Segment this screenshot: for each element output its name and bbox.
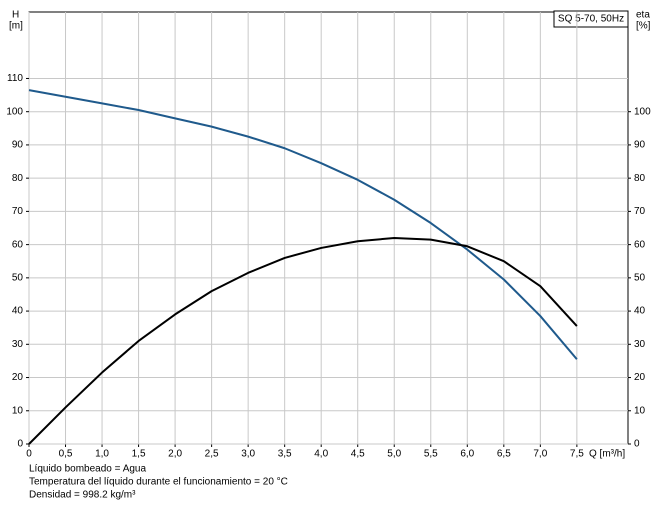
x-tick-label: 1,5 [132,449,146,460]
note: Densidad = 998.2 kg/m³ [29,490,136,501]
y-tick-label: 110 [7,73,23,84]
y2-axis-unit: [%] [636,21,651,32]
y-tick-label: 40 [12,306,24,317]
y2-tick-label: 60 [634,239,646,250]
y2-tick-label: 50 [634,272,646,283]
label-box [553,10,629,28]
x-tick-label: 0,5 [59,449,73,460]
x-tick-label: 5,5 [424,449,438,460]
x-axis-label: Q [m³/h] [589,449,625,460]
x-tick-label: 0 [26,449,32,460]
y-tick-label: 50 [12,272,24,283]
y2-tick-label: 90 [634,140,646,151]
x-tick-label: 1,0 [95,449,109,460]
series-line [28,89,578,360]
x-tick-label: 7,5 [570,449,584,460]
y-tick-label: 60 [12,239,24,250]
x-tick-label: 5,0 [387,449,401,460]
note: Líquido bombeado = Agua [29,464,146,475]
y-tick-label: 10 [12,405,24,416]
y-tick-label: 80 [12,173,24,184]
x-tick-label: 2,0 [168,449,182,460]
y-tick-label: 20 [12,372,24,383]
y2-tick-label: 0 [634,439,640,450]
series-line [28,236,578,445]
y-tick-label: 0 [17,439,23,450]
x-tick-label: 6,5 [497,449,511,460]
plot-frame [28,11,629,445]
y2-tick-label: 10 [634,405,646,416]
y-tick-label: 70 [12,206,24,217]
y2-tick-label: 80 [634,173,646,184]
y2-tick-label: 70 [634,206,646,217]
y2-axis-label: eta [636,10,650,21]
x-tick-label: 4,0 [314,449,328,460]
x-tick-label: 7,0 [533,449,547,460]
box-label: SQ 5-70, 50Hz [558,14,624,25]
y-tick-label: 100 [6,106,23,117]
y-axis-unit: [m] [9,21,23,32]
y2-tick-label: 40 [634,306,646,317]
y2-tick-label: 30 [634,339,646,350]
y2-tick-label: 100 [634,106,651,117]
x-tick-label: 4,5 [351,449,365,460]
x-tick-label: 2,5 [205,449,219,460]
y-tick-label: 30 [12,339,24,350]
x-tick-label: 3,0 [241,449,255,460]
y2-tick-label: 20 [634,372,646,383]
x-tick-label: 3,5 [278,449,292,460]
y-tick-label: 90 [12,140,24,151]
note: Temperatura del líquido durante el funci… [29,477,288,488]
y-axis-label: H [12,10,19,21]
x-tick-label: 6,0 [460,449,474,460]
